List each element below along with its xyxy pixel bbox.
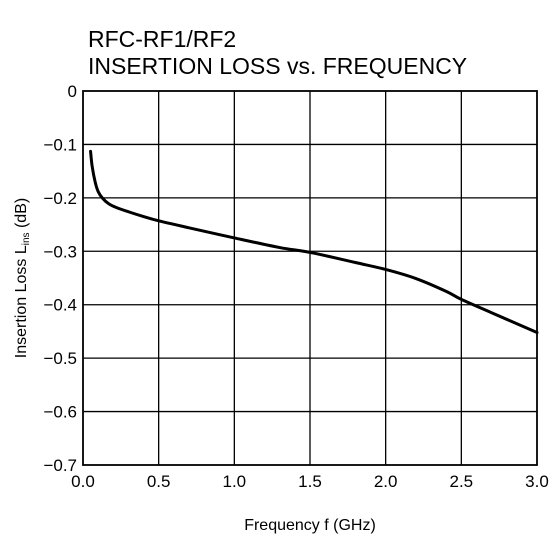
y-axis-label-subscript: ins <box>21 232 32 245</box>
y-tick-label: 0 <box>68 82 77 101</box>
y-tick-label: −0.7 <box>43 456 77 475</box>
y-axis-label-main: Insertion Loss L <box>13 245 30 358</box>
y-axis-label: Insertion Loss Lins (dB) <box>13 198 32 358</box>
y-tick-label: −0.4 <box>43 296 77 315</box>
x-tick-label: 3.0 <box>525 472 549 491</box>
y-tick-label: −0.5 <box>43 349 77 368</box>
x-tick-label: 1.0 <box>223 472 247 491</box>
x-tick-label: 2.0 <box>374 472 398 491</box>
chart-title-line1: RFC-RF1/RF2 <box>88 26 236 52</box>
y-axis-label-unit: (dB) <box>13 198 30 233</box>
y-tick-label: −0.2 <box>43 189 77 208</box>
y-tick-label: −0.3 <box>43 242 77 261</box>
x-tick-label: 2.5 <box>450 472 474 491</box>
grid <box>83 91 537 465</box>
plot-frame <box>82 90 538 466</box>
x-axis-label: Frequency f (GHz) <box>244 517 376 534</box>
y-tick-label: −0.6 <box>43 403 77 422</box>
tick-labels: 0.0 0.5 1.0 1.5 2.0 2.5 3.0 0 −0.1 −0.2 −0.3 −0.4 −0… <box>43 82 548 491</box>
x-tick-label: 0.0 <box>71 472 95 491</box>
x-tick-label: 0.5 <box>147 472 171 491</box>
series-line-insertion-loss <box>89 149 539 334</box>
y-tick-label: −0.1 <box>43 135 77 154</box>
x-tick-label: 1.5 <box>298 472 322 491</box>
chart-title-line2: INSERTION LOSS vs. FREQUENCY <box>88 53 467 79</box>
